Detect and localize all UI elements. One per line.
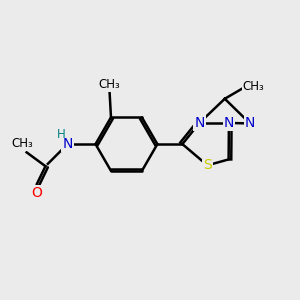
Text: N: N xyxy=(224,116,234,130)
Text: CH₃: CH₃ xyxy=(11,137,33,150)
Text: H: H xyxy=(57,128,65,141)
Text: CH₃: CH₃ xyxy=(242,80,264,93)
Text: S: S xyxy=(203,158,212,172)
Text: N: N xyxy=(194,116,205,130)
Text: CH₃: CH₃ xyxy=(99,78,120,91)
Text: N: N xyxy=(62,137,73,151)
Text: O: O xyxy=(31,186,42,200)
Text: N: N xyxy=(245,116,255,130)
